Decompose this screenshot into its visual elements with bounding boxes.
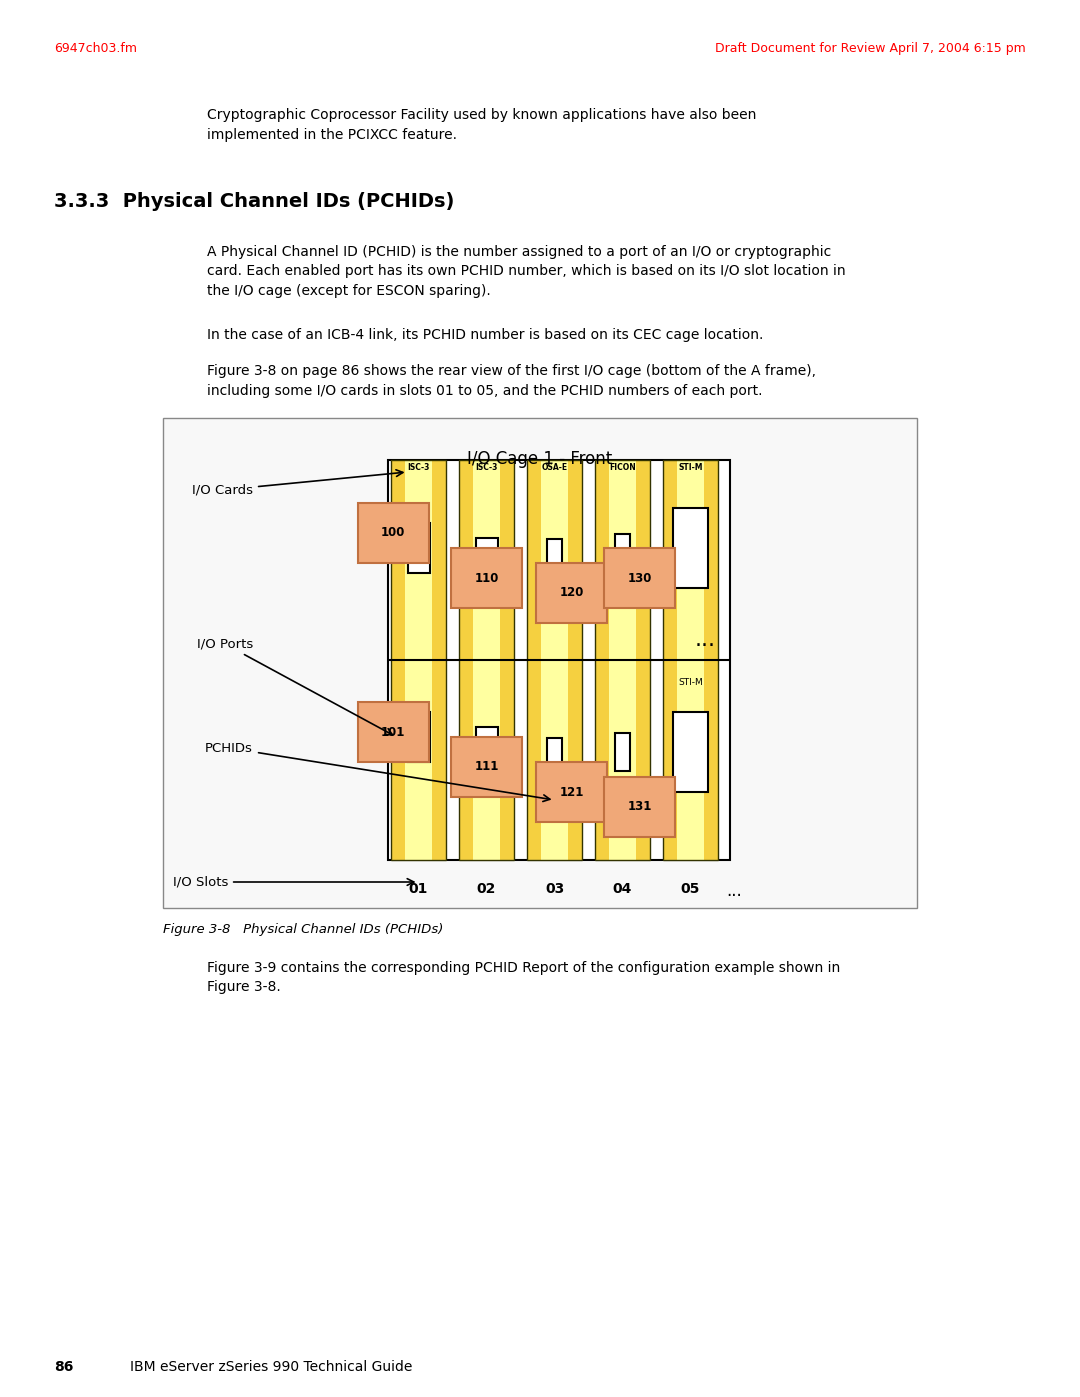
Text: STI-M: STI-M: [678, 462, 703, 472]
Text: IBM eServer zSeries 990 Technical Guide: IBM eServer zSeries 990 Technical Guide: [130, 1361, 413, 1375]
Bar: [595, 460, 650, 861]
Bar: [473, 460, 500, 861]
Bar: [541, 460, 568, 861]
Bar: [405, 460, 432, 861]
Bar: [407, 522, 430, 573]
Text: ISC-3: ISC-3: [475, 462, 498, 472]
Text: 111: 111: [474, 760, 499, 774]
Text: 110: 110: [474, 571, 499, 584]
Text: 86: 86: [54, 1361, 73, 1375]
Text: 130: 130: [627, 571, 652, 584]
Text: 121: 121: [559, 785, 584, 799]
Bar: [673, 509, 708, 588]
Bar: [677, 460, 704, 861]
Text: Figure 3-9 contains the corresponding PCHID Report of the configuration example : Figure 3-9 contains the corresponding PC…: [207, 961, 840, 995]
Bar: [391, 460, 446, 861]
Bar: [663, 460, 718, 861]
Text: In the case of an ICB-4 link, its PCHID number is based on its CEC cage location: In the case of an ICB-4 link, its PCHID …: [207, 328, 764, 342]
Bar: [527, 460, 582, 861]
Bar: [388, 460, 730, 861]
Text: Draft Document for Review April 7, 2004 6:15 pm: Draft Document for Review April 7, 2004 …: [715, 42, 1026, 54]
Bar: [527, 460, 582, 861]
Text: I/O Cards: I/O Cards: [192, 469, 403, 496]
Text: OSA-E: OSA-E: [541, 462, 568, 472]
Text: 3.3.3  Physical Channel IDs (PCHIDs): 3.3.3 Physical Channel IDs (PCHIDs): [54, 191, 455, 211]
Text: 6947ch03.fm: 6947ch03.fm: [54, 42, 137, 54]
Bar: [663, 460, 718, 861]
Text: 100: 100: [381, 527, 405, 539]
Text: 02: 02: [476, 882, 496, 895]
Text: 120: 120: [559, 587, 584, 599]
Bar: [595, 460, 650, 861]
Text: ...: ...: [726, 882, 742, 900]
Text: I/O Cage 1 - Front: I/O Cage 1 - Front: [468, 450, 612, 468]
Bar: [615, 534, 631, 571]
Bar: [546, 738, 563, 775]
Text: I/O Slots: I/O Slots: [173, 876, 414, 888]
Text: 04: 04: [612, 882, 632, 895]
Bar: [459, 460, 514, 861]
Text: 03: 03: [545, 882, 564, 895]
Bar: [673, 712, 708, 792]
Text: Figure 3-8 on page 86 shows the rear view of the first I/O cage (bottom of the A: Figure 3-8 on page 86 shows the rear vie…: [207, 365, 816, 398]
Text: A Physical Channel ID (PCHID) is the number assigned to a port of an I/O or cryp: A Physical Channel ID (PCHID) is the num…: [207, 244, 846, 298]
Bar: [163, 418, 917, 908]
Bar: [475, 726, 498, 777]
Text: 131: 131: [627, 800, 652, 813]
Text: 01: 01: [409, 882, 428, 895]
Bar: [459, 460, 514, 861]
Text: FICON: FICON: [609, 462, 636, 472]
Text: Cryptographic Coprocessor Facility used by known applications have also been
imp: Cryptographic Coprocessor Facility used …: [207, 108, 756, 141]
Text: STI-M: STI-M: [678, 678, 703, 687]
Bar: [546, 539, 563, 577]
Bar: [609, 460, 636, 861]
Bar: [475, 538, 498, 588]
Text: PCHIDs: PCHIDs: [205, 742, 550, 802]
Text: ...: ...: [694, 630, 715, 650]
Bar: [391, 460, 446, 861]
Text: Figure 3-8   Physical Channel IDs (PCHIDs): Figure 3-8 Physical Channel IDs (PCHIDs): [163, 923, 444, 936]
Text: 05: 05: [680, 882, 700, 895]
Bar: [615, 733, 631, 771]
Text: ISC-3: ISC-3: [407, 462, 430, 472]
Text: I/O Ports: I/O Ports: [197, 637, 392, 735]
Bar: [407, 712, 430, 761]
Text: 101: 101: [381, 725, 405, 739]
